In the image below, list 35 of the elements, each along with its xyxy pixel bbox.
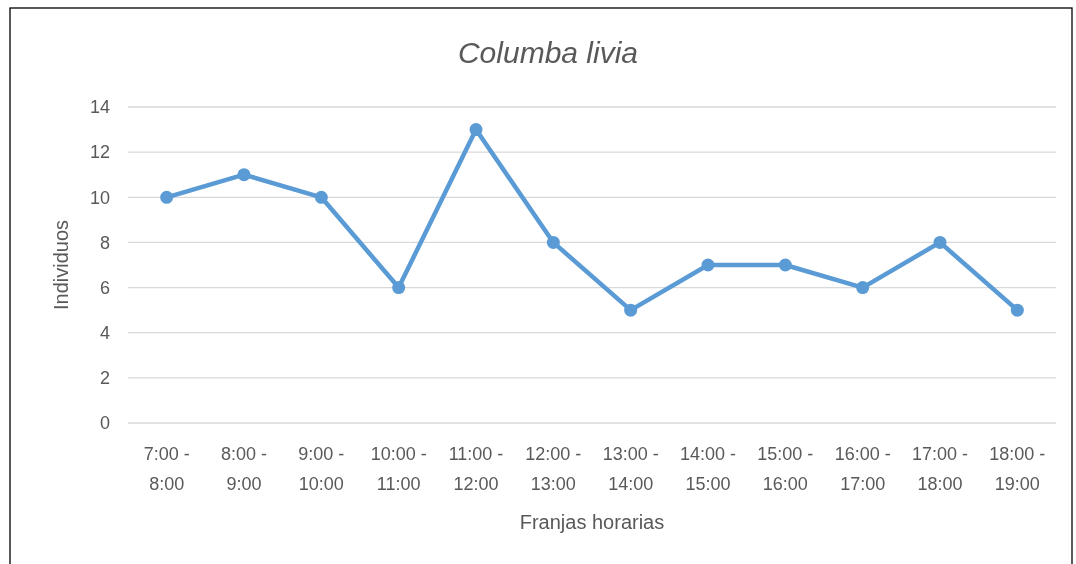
x-tick-label: 8:00 - 9:00 xyxy=(220,444,268,494)
point xyxy=(933,235,947,249)
x-tick-label: 12:00 - 13:00 xyxy=(525,444,582,494)
x-tick-label: 7:00 - 8:00 xyxy=(143,444,190,494)
chart-title: Columba livia xyxy=(457,36,639,69)
x-tick-label: 16:00 - 17:00 xyxy=(834,444,891,494)
x-tick-label: 17:00 - 18:00 xyxy=(911,444,969,494)
point xyxy=(160,190,174,204)
point xyxy=(469,123,483,137)
point xyxy=(1010,303,1024,317)
y-tick-label: 0 xyxy=(99,413,110,434)
point xyxy=(314,190,328,204)
point xyxy=(701,258,715,272)
x-axis-title: Franjas horarias xyxy=(519,511,665,533)
y-tick-label: 10 xyxy=(89,187,110,208)
y-tick-label: 4 xyxy=(99,323,110,344)
y-tick-label: 12 xyxy=(89,142,110,163)
y-tick-label: 8 xyxy=(99,232,110,253)
y-tick-label: 2 xyxy=(99,368,110,389)
y-axis-title: Individuos xyxy=(50,219,72,311)
point xyxy=(546,235,560,249)
point xyxy=(392,281,406,295)
x-tick-label: 18:00 - 19:00 xyxy=(989,444,1046,494)
point xyxy=(237,168,251,182)
x-tick-label: 14:00 - 15:00 xyxy=(679,444,737,494)
x-tick-label: 13:00 - 14:00 xyxy=(602,444,659,494)
point xyxy=(624,303,638,317)
x-tick-label: 11:00 - 12:00 xyxy=(448,444,504,494)
y-tick-label: 6 xyxy=(99,277,110,298)
y-tick-label: 14 xyxy=(89,97,110,118)
x-tick-label: 15:00 - 16:00 xyxy=(757,444,814,494)
point xyxy=(778,258,792,272)
x-tick-label: 9:00 - 10:00 xyxy=(298,444,345,494)
point xyxy=(856,281,870,295)
x-tick-label: 10:00 - 11:00 xyxy=(370,444,427,494)
